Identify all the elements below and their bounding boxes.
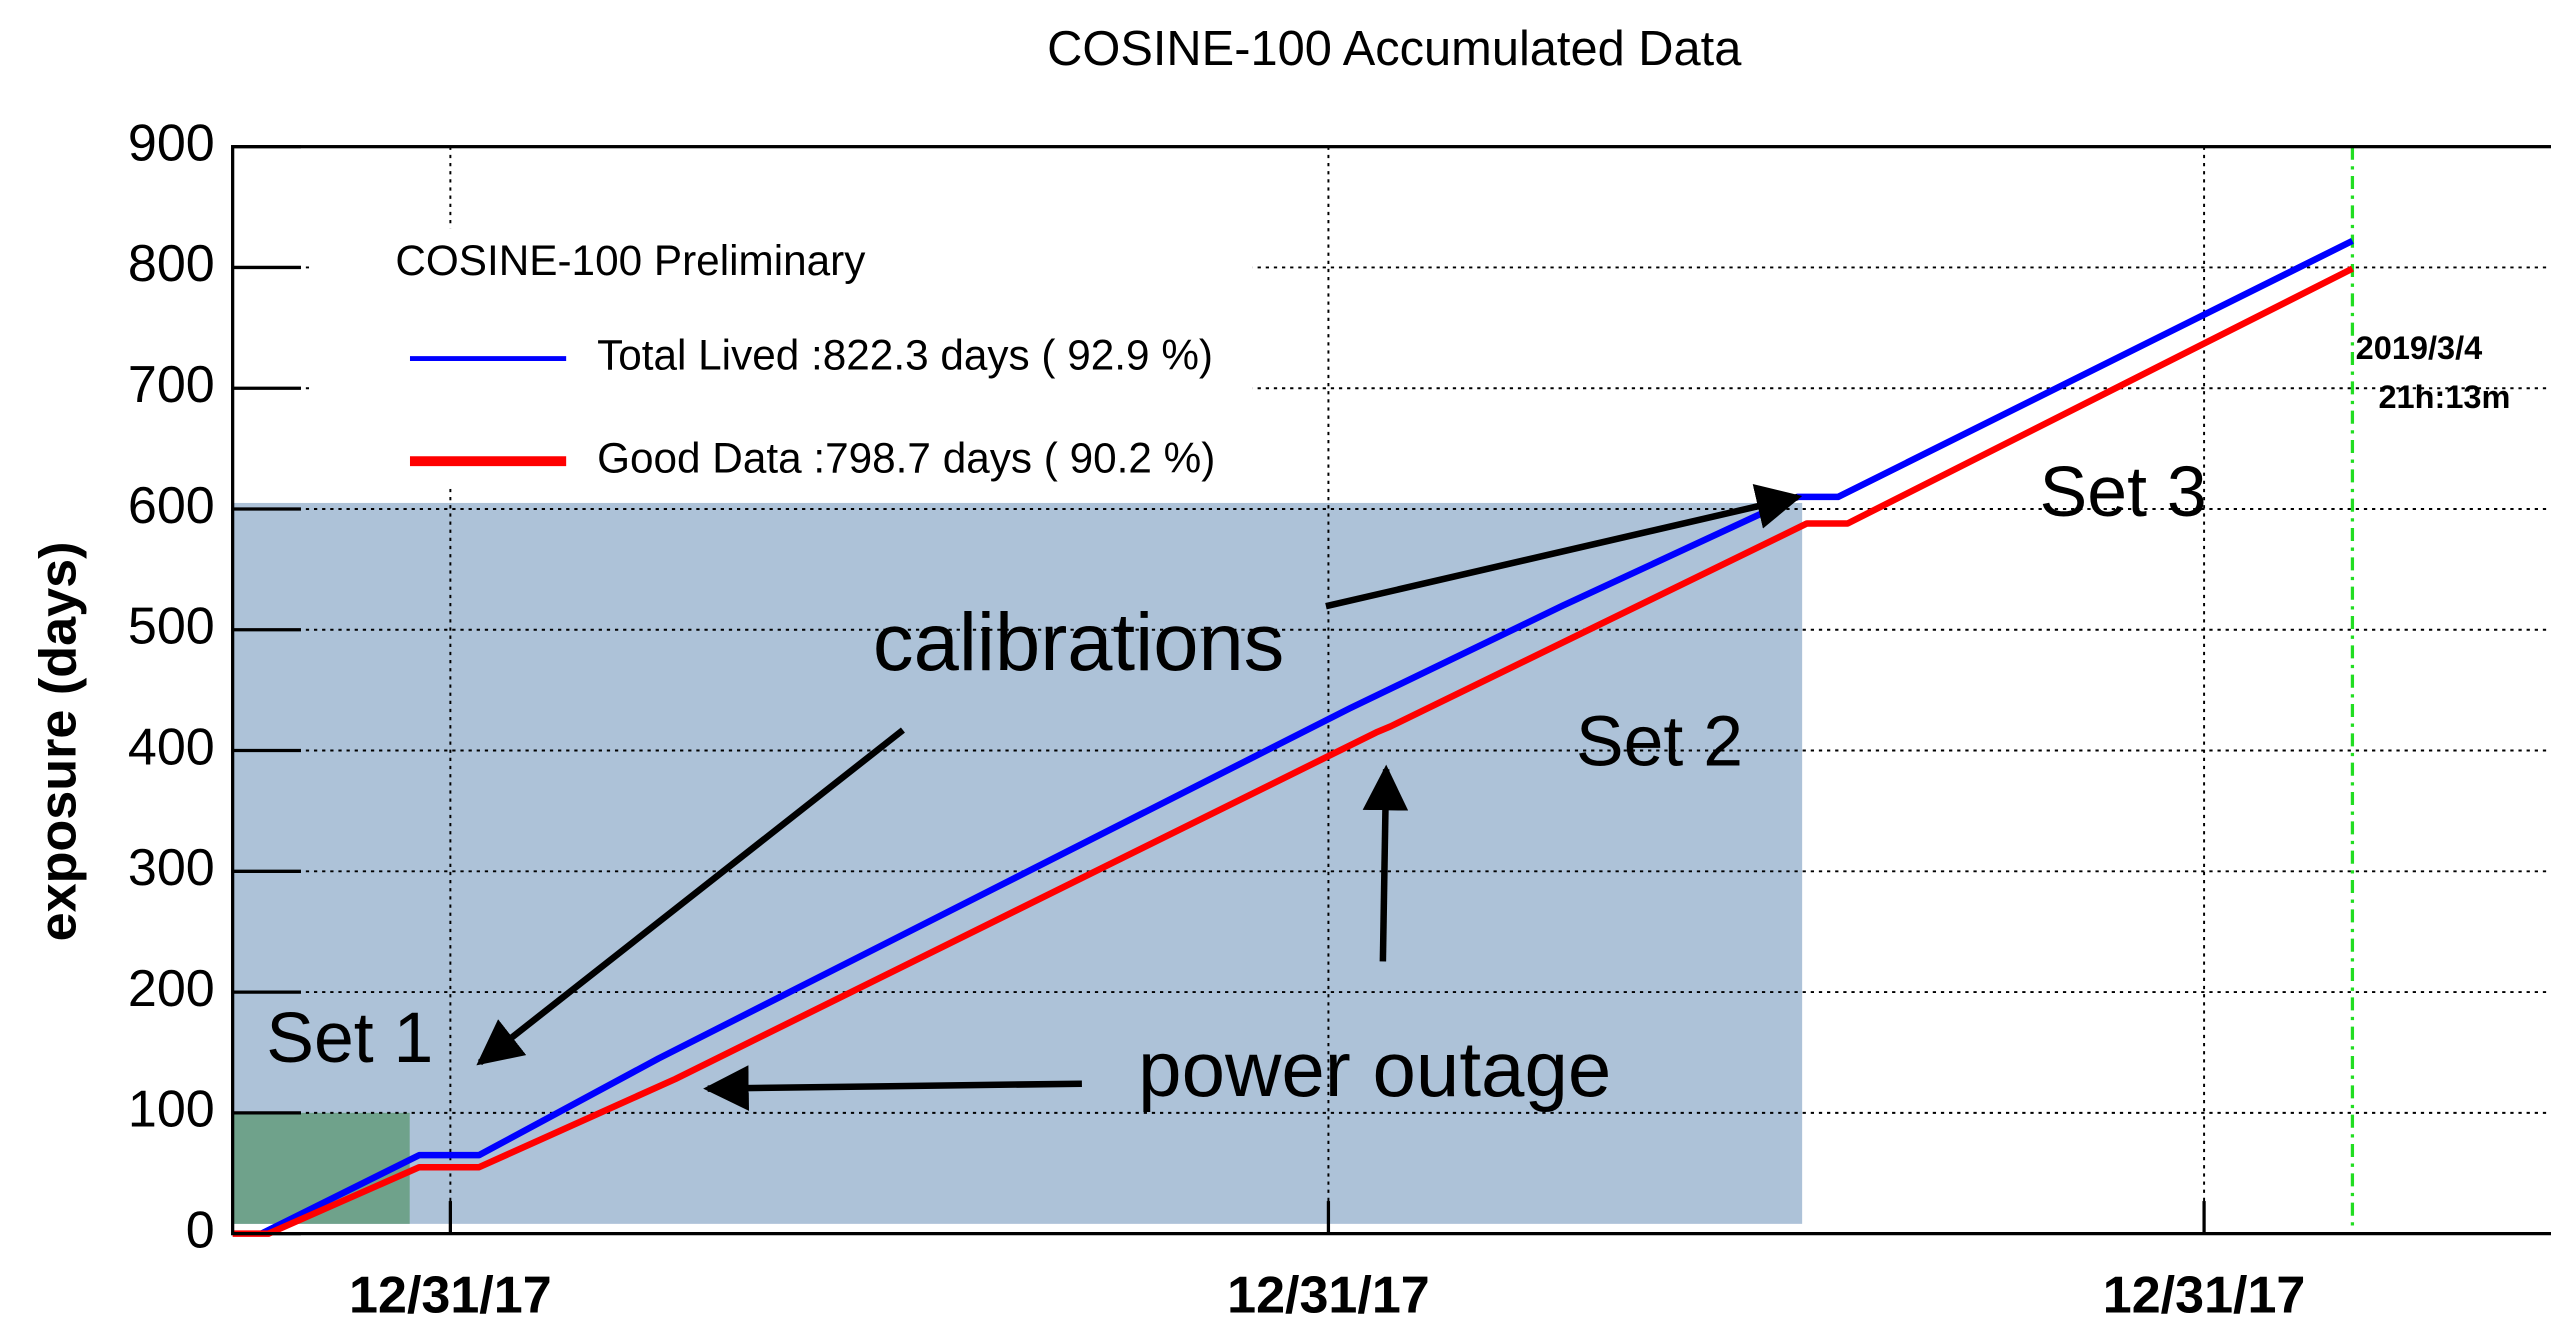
x-tick-label: 12/31/17 (1227, 1267, 1430, 1320)
y-tick-label: 900 (128, 114, 215, 172)
y-tick-label: 800 (128, 235, 215, 293)
date-marker-label: 2019/3/4 (2356, 330, 2483, 366)
y-tick-label: 400 (128, 718, 215, 776)
region (232, 502, 1803, 1224)
series-line (232, 265, 2354, 1237)
region-label: Set 2 (1576, 701, 1743, 781)
legend-label: Total Lived :822.3 days ( 92.9 %) (597, 332, 1213, 379)
date-marker-label: 21h:13m (2378, 379, 2510, 415)
arrow (1325, 484, 1803, 610)
annotation: Set 3 (2040, 452, 2207, 532)
region-label: Set 1 (266, 998, 433, 1078)
legend-title: COSINE-100 Preliminary (395, 237, 866, 284)
grid (232, 145, 2551, 1236)
y-tick-label: 0 (186, 1201, 215, 1259)
legend-label: Good Data :798.7 days ( 90.2 %) (597, 434, 1215, 481)
chart-title: COSINE-100 Accumulated Data (1047, 22, 1742, 76)
arrow (703, 1065, 1082, 1111)
y-tick-label: 700 (128, 356, 215, 414)
x-tick-label: 12/31/17 (349, 1267, 552, 1320)
y-tick-label: 300 (128, 839, 215, 897)
y-tick-label: 600 (128, 477, 215, 535)
y-tick-label: 100 (128, 1081, 215, 1139)
annotation: calibrations (873, 597, 1284, 688)
plot-frame (231, 145, 2551, 1236)
annotation: power outage (1138, 1025, 1611, 1113)
y-axis-label: exposure (days) (30, 542, 88, 942)
y-tick-label: 200 (128, 960, 215, 1018)
y-tick-label: 500 (128, 598, 215, 656)
arrow (476, 727, 905, 1066)
series-line (259, 237, 2354, 1237)
lines (232, 237, 2354, 1237)
arrow (1362, 764, 1409, 962)
x-tick-label: 12/31/17 (2103, 1267, 2306, 1320)
legend: Total Lived :822.3 days ( 92.9 %) Good Da… (409, 332, 1215, 481)
regions (232, 502, 1803, 1224)
